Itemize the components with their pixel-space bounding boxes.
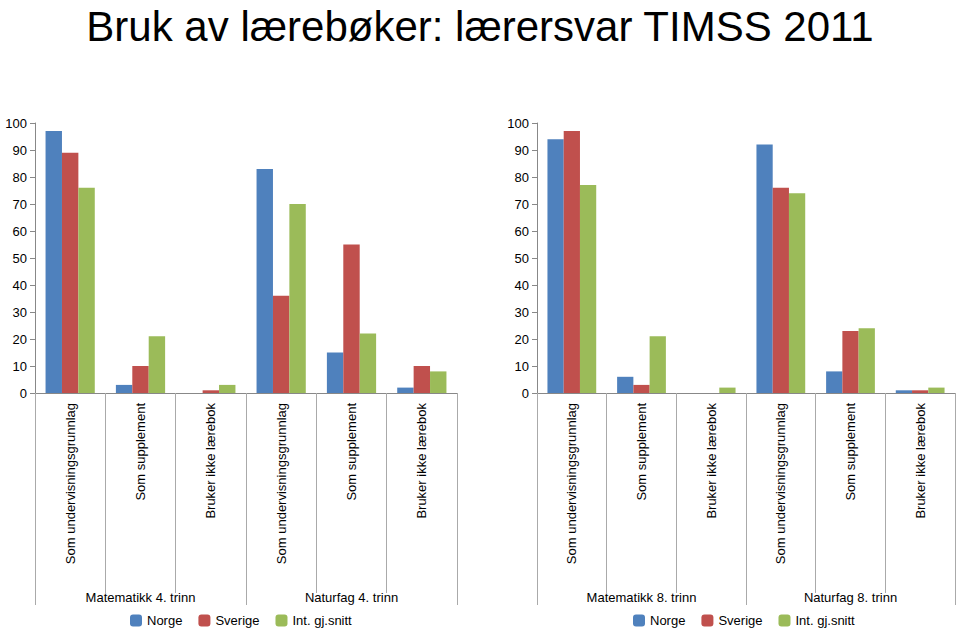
svg-text:100: 100 (507, 116, 529, 131)
svg-text:50: 50 (13, 251, 27, 266)
svg-text:20: 20 (515, 332, 529, 347)
svg-text:10: 10 (13, 359, 27, 374)
svg-text:60: 60 (515, 224, 529, 239)
svg-text:40: 40 (13, 278, 27, 293)
svg-text:Sverige: Sverige (718, 613, 762, 628)
svg-text:Som undervisningsgrunnlag: Som undervisningsgrunnlag (274, 403, 289, 564)
svg-text:Som undervisningsgrunnlag: Som undervisningsgrunnlag (564, 403, 579, 564)
svg-text:Bruk av lærebøker: lærersvar T: Bruk av lærebøker: lærersvar TIMSS 2011 (86, 3, 873, 50)
svg-text:70: 70 (13, 197, 27, 212)
svg-text:Bruker ikke lærebok: Bruker ikke lærebok (414, 403, 429, 519)
svg-text:Bruker ikke lærebok: Bruker ikke lærebok (203, 403, 218, 519)
svg-text:100: 100 (5, 116, 27, 131)
svg-text:Matematikk 4. trinn: Matematikk 4. trinn (86, 590, 196, 605)
svg-text:50: 50 (515, 251, 529, 266)
svg-text:0: 0 (20, 386, 27, 401)
svg-text:Matematikk 8. trinn: Matematikk 8. trinn (587, 590, 697, 605)
svg-text:Som undervisningsgrunnlag: Som undervisningsgrunnlag (63, 403, 78, 564)
svg-text:Som supplement: Som supplement (634, 403, 649, 501)
svg-text:Som supplement: Som supplement (344, 403, 359, 501)
svg-text:70: 70 (515, 197, 529, 212)
svg-text:0: 0 (522, 386, 529, 401)
svg-text:Bruker ikke lærebok: Bruker ikke lærebok (913, 403, 928, 519)
svg-text:60: 60 (13, 224, 27, 239)
svg-text:10: 10 (515, 359, 529, 374)
svg-text:Naturfag 4. trinn: Naturfag 4. trinn (305, 590, 398, 605)
svg-text:Norge: Norge (650, 613, 685, 628)
svg-text:Som supplement: Som supplement (843, 403, 858, 501)
svg-text:Int. gj.snitt: Int. gj.snitt (795, 613, 855, 628)
svg-text:Sverige: Sverige (215, 613, 259, 628)
svg-text:90: 90 (13, 143, 27, 158)
svg-text:40: 40 (515, 278, 529, 293)
svg-text:Som undervisningsgrunnlag: Som undervisningsgrunnlag (773, 403, 788, 564)
svg-text:80: 80 (515, 170, 529, 185)
svg-text:Naturfag 8. trinn: Naturfag 8. trinn (804, 590, 897, 605)
svg-text:Bruker ikke lærebok: Bruker ikke lærebok (704, 403, 719, 519)
svg-text:90: 90 (515, 143, 529, 158)
svg-text:20: 20 (13, 332, 27, 347)
svg-text:80: 80 (13, 170, 27, 185)
svg-text:Int. gj.snitt: Int. gj.snitt (292, 613, 352, 628)
svg-text:30: 30 (13, 305, 27, 320)
svg-text:30: 30 (515, 305, 529, 320)
svg-text:Som supplement: Som supplement (133, 403, 148, 501)
svg-text:Norge: Norge (147, 613, 182, 628)
